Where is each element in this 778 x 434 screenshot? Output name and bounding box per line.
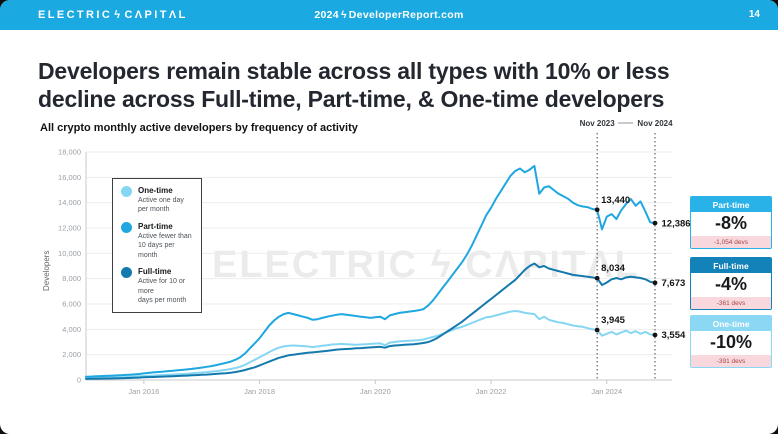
x-tick-label: Jan 2020 <box>360 387 391 396</box>
y-tick-label: 16,000 <box>58 173 81 182</box>
marker-dot-part_time <box>652 220 658 226</box>
y-tick-label: 2,000 <box>62 350 81 359</box>
x-tick-label: Jan 2022 <box>476 387 507 396</box>
lightning-bolt-icon: ϟ <box>114 9 123 21</box>
marker-dot-one_time <box>594 327 600 333</box>
legend-desc: Active for 10 or more <box>138 278 186 295</box>
lightning-bolt-icon: ϟ <box>340 9 347 21</box>
legend-desc: days per month <box>138 297 187 305</box>
reference-vline-label: Nov 2024 <box>637 119 673 128</box>
badge-title: Part-time <box>691 197 771 212</box>
report-site: DeveloperReport.com <box>348 9 464 21</box>
badge-title: One-time <box>691 316 771 331</box>
legend-desc: 10 days per month <box>138 242 175 259</box>
badge-full-time: Full-time -4% -361 devs <box>690 257 772 310</box>
marker-label: 12,386 <box>662 218 691 229</box>
top-bar: ELECTRIC ϟ CΛPITΛL 2024 ϟ DeveloperReport.co… <box>0 0 778 30</box>
y-axis-title: Developers <box>42 250 51 291</box>
marker-label: 3,554 <box>662 330 686 341</box>
badge-devs-delta: -1,054 devs <box>691 236 771 248</box>
marker-dot-full_time <box>594 275 600 281</box>
series-line-one_time <box>85 310 656 380</box>
legend-item-full-time: Full-time Active for 10 or more days per… <box>121 267 195 305</box>
marker-label: 13,440 <box>601 195 630 206</box>
legend-name: One-time <box>138 186 173 195</box>
full-time-dot-icon <box>121 267 132 279</box>
report-year: 2024 <box>314 9 339 21</box>
y-tick-label: 14,000 <box>58 198 81 207</box>
marker-label: 3,945 <box>601 315 625 326</box>
report-url: 2024 ϟ DeveloperReport.com <box>0 9 778 21</box>
badge-percent: -10% <box>709 332 753 352</box>
x-tick-label: Jan 2018 <box>244 387 275 396</box>
legend-desc: Active fewer than <box>138 232 192 240</box>
lightning-bolt-icon: ϟ <box>430 244 453 286</box>
page-title-line2: decline across Full-time, Part-time, & O… <box>38 86 665 113</box>
brand-logo: ELECTRIC ϟ CΛPITΛL <box>38 9 188 21</box>
legend-name: Part-time <box>138 221 173 231</box>
brand-logo-right: CΛPITΛL <box>124 9 188 21</box>
x-tick-label: Jan 2024 <box>591 387 622 396</box>
y-tick-label: 18,000 <box>58 148 81 157</box>
one-time-dot-icon <box>121 186 132 197</box>
marker-label: 8,034 <box>601 263 625 274</box>
page-title-line1: Developers remain stable across all type… <box>38 58 670 85</box>
page-number: 14 <box>748 9 760 20</box>
y-tick-label: 4,000 <box>62 325 81 334</box>
page-title: Developers remain stable across all type… <box>38 57 748 113</box>
legend-desc: per month <box>138 206 170 214</box>
marker-dot-full_time <box>652 280 658 286</box>
y-tick-label: 12,000 <box>58 224 81 233</box>
series-line-part_time <box>85 164 656 378</box>
chart-subtitle: All crypto monthly active developers by … <box>40 122 358 134</box>
legend-item-part-time: Part-time Active fewer than 10 days per … <box>121 221 195 260</box>
reference-vline-label: Nov 2023 <box>580 119 616 128</box>
chart-legend: One-time Active one day per month Part-t… <box>112 178 202 313</box>
legend-name: Full-time <box>138 267 172 277</box>
x-tick-label: Jan 2016 <box>128 387 159 396</box>
badge-devs-delta: -361 devs <box>691 297 771 309</box>
badge-percent: -4% <box>714 274 747 294</box>
badge-devs-delta: -391 devs <box>691 355 771 367</box>
brand-logo-left: ELECTRIC <box>38 9 113 21</box>
marker-label: 7,673 <box>662 278 686 289</box>
badge-title: Full-time <box>691 258 771 273</box>
y-tick-label: 8,000 <box>62 274 81 283</box>
y-tick-label: 0 <box>77 376 81 385</box>
badge-part-time: Part-time -8% -1,054 devs <box>690 196 772 249</box>
series-line-full_time <box>85 262 656 380</box>
legend-item-one-time: One-time Active one day per month <box>121 186 195 215</box>
part-time-dot-icon <box>121 221 132 233</box>
badge-percent: -8% <box>714 213 747 233</box>
marker-dot-part_time <box>594 207 600 213</box>
badge-one-time: One-time -10% -391 devs <box>690 315 772 368</box>
legend-desc: Active one day <box>138 197 184 204</box>
y-tick-label: 10,000 <box>58 249 81 258</box>
y-tick-label: 6,000 <box>62 300 81 309</box>
marker-dot-one_time <box>652 332 658 338</box>
